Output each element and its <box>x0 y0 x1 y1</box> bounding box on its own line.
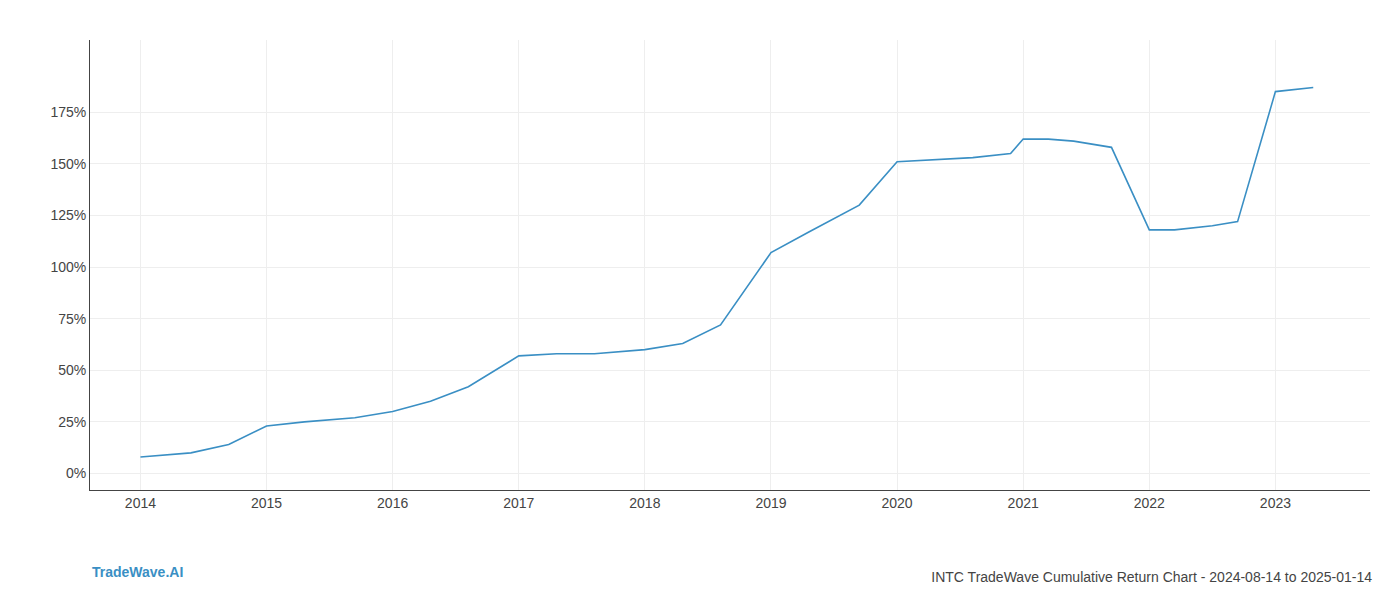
svg-text:2014: 2014 <box>125 495 156 511</box>
svg-text:INTC TradeWave Cumulative Retu: INTC TradeWave Cumulative Return Chart -… <box>931 569 1372 585</box>
svg-text:2020: 2020 <box>882 495 913 511</box>
svg-text:25%: 25% <box>58 414 86 430</box>
svg-text:2023: 2023 <box>1260 495 1291 511</box>
svg-text:0%: 0% <box>66 465 86 481</box>
svg-text:50%: 50% <box>58 362 86 378</box>
svg-text:175%: 175% <box>50 104 86 120</box>
svg-text:2022: 2022 <box>1134 495 1165 511</box>
svg-text:2021: 2021 <box>1008 495 1039 511</box>
svg-text:2019: 2019 <box>755 495 786 511</box>
svg-text:2015: 2015 <box>251 495 282 511</box>
svg-text:TradeWave.AI: TradeWave.AI <box>92 564 183 580</box>
svg-text:2016: 2016 <box>377 495 408 511</box>
svg-text:75%: 75% <box>58 311 86 327</box>
svg-text:125%: 125% <box>50 207 86 223</box>
svg-text:2018: 2018 <box>629 495 660 511</box>
svg-text:100%: 100% <box>50 259 86 275</box>
svg-text:2017: 2017 <box>503 495 534 511</box>
svg-text:150%: 150% <box>50 156 86 172</box>
